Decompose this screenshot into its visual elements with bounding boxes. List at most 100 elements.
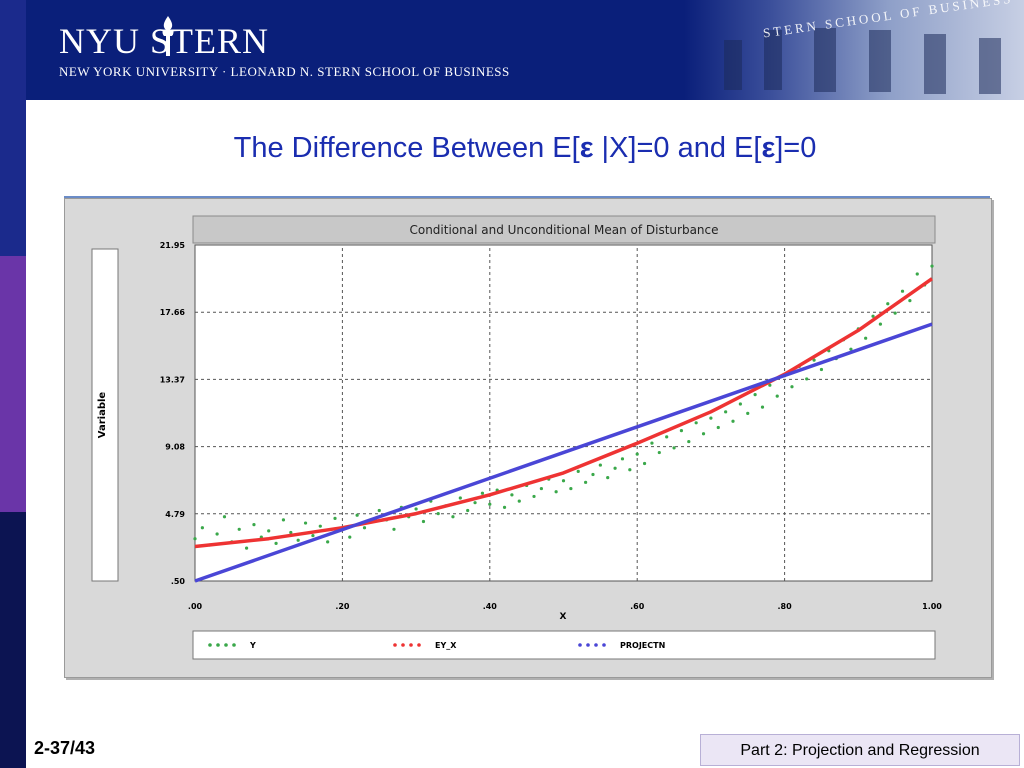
point-y [222, 515, 227, 519]
point-y [701, 432, 706, 436]
series-line-projectn [194, 322, 933, 583]
point-y [628, 468, 632, 472]
point-y [657, 450, 661, 455]
point-y [915, 272, 919, 276]
point-y [200, 526, 204, 530]
x-tick-label: .00 [188, 602, 203, 611]
point-y [326, 540, 330, 544]
point-y [348, 535, 352, 539]
y-tick-labels: 21.95 17.66 13.37 9.08 4.79 .50 [160, 241, 186, 586]
point-y [878, 322, 883, 326]
point-y [746, 411, 750, 415]
point-y [768, 383, 772, 387]
point-y [274, 541, 278, 546]
point-y [569, 486, 573, 491]
point-y [436, 512, 440, 516]
legend-label: Y [249, 641, 256, 650]
point-y [554, 490, 558, 494]
x-tick-label: .80 [778, 602, 793, 611]
point-y [289, 530, 293, 535]
point-y [488, 502, 492, 506]
section-label: Part 2: Projection and Regression [700, 734, 1020, 766]
point-y [281, 518, 286, 522]
y-tick-label: .50 [171, 577, 186, 586]
legend-marker [401, 643, 405, 647]
legend-items: Y EY_X PROJECTN [208, 641, 665, 650]
plot-area [194, 244, 933, 582]
point-y [775, 394, 779, 398]
legend-marker [594, 643, 598, 647]
point-y [709, 416, 713, 420]
point-y [311, 533, 315, 538]
point-y [819, 367, 824, 372]
legend-marker [417, 643, 421, 647]
point-y [724, 410, 728, 414]
legend-marker [216, 643, 220, 647]
point-y [864, 336, 868, 340]
point-y [267, 529, 271, 533]
point-y [893, 311, 897, 315]
legend-item-projectn: PROJECTN [578, 641, 665, 650]
point-y [606, 476, 610, 480]
point-y [414, 507, 418, 511]
legend-marker [208, 643, 212, 647]
point-y [421, 519, 426, 524]
torch-icon [162, 16, 174, 56]
x-axis-label: X [560, 612, 567, 622]
legend [192, 630, 936, 660]
point-y [908, 299, 912, 303]
point-y [502, 505, 507, 509]
point-y [805, 377, 809, 381]
slide-title: The Difference Between E[ε |X]=0 and E[ε… [26, 132, 1024, 165]
point-y [731, 419, 735, 423]
point-y [237, 527, 241, 531]
epsilon-symbol-2: ε [761, 132, 776, 164]
point-y [517, 499, 521, 503]
point-y [886, 302, 890, 306]
point-y [355, 513, 359, 517]
legend-marker [586, 643, 590, 647]
point-y [665, 435, 669, 439]
point-y [532, 494, 536, 499]
point-y [900, 289, 905, 293]
chart-frame-top-border [64, 196, 990, 199]
legend-marker [409, 643, 413, 647]
slide-title-part-c: ]=0 [775, 132, 817, 164]
point-y [473, 501, 477, 505]
point-y [790, 385, 794, 389]
point-y [849, 347, 853, 351]
y-tick-label: 21.95 [160, 241, 186, 250]
legend-item-y: Y [208, 641, 256, 650]
point-y [598, 463, 602, 467]
point-y [760, 405, 765, 409]
point-y [635, 452, 639, 456]
legend-marker [393, 643, 397, 647]
point-y [650, 441, 654, 445]
point-y [716, 425, 720, 430]
point-y [642, 461, 647, 466]
chart-title-bar [192, 215, 936, 244]
point-y [252, 523, 256, 527]
slide-title-part-a: The Difference Between E[ [233, 132, 580, 164]
point-y [930, 264, 934, 268]
left-accent-bar-bottom [0, 512, 26, 768]
point-y [377, 508, 381, 513]
point-y [613, 466, 617, 470]
point-y [510, 493, 514, 497]
point-y [561, 479, 566, 483]
grid [195, 245, 932, 581]
point-y [318, 524, 322, 528]
legend-label: EY_X [435, 641, 457, 650]
y-tick-label: 17.66 [160, 308, 186, 317]
point-y [296, 538, 300, 542]
x-tick-label: .40 [483, 602, 498, 611]
point-y [812, 358, 816, 362]
epsilon-symbol-1: ε [579, 132, 594, 164]
point-y [333, 516, 337, 520]
brand-subtitle: NEW YORK UNIVERSITY · LEONARD N. STERN S… [59, 64, 510, 79]
point-y [362, 526, 367, 530]
point-y [466, 508, 470, 513]
legend-item-ey-x: EY_X [393, 641, 457, 650]
legend-marker [602, 643, 606, 647]
point-y [193, 537, 197, 541]
